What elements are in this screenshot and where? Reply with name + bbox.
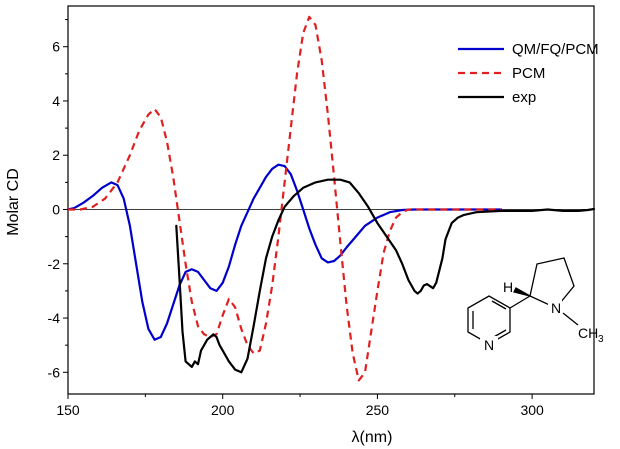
- x-tick-label: 150: [56, 402, 80, 418]
- methyl-label: CH: [578, 325, 598, 341]
- stereo-h-label: H: [503, 279, 513, 295]
- y-tick-label: 6: [52, 39, 60, 55]
- legend: QM/FQ/PCM PCM exp: [458, 41, 599, 106]
- y-tick-label: -6: [48, 364, 61, 380]
- y-tick-label: 0: [52, 201, 60, 217]
- y-tick-label: -4: [48, 310, 61, 326]
- series-layer: [66, 15, 596, 382]
- pyrrolidine-n-label: N: [551, 300, 561, 316]
- x-tick-label: 300: [520, 402, 544, 418]
- series-line-2: [175, 178, 596, 374]
- pyridine-double-bonds: [472, 300, 507, 339]
- legend-label-0: QM/FQ/PCM: [512, 41, 599, 58]
- wedge-bond: [513, 287, 531, 297]
- plot-frame: [67, 5, 595, 395]
- methyl-bond: [562, 312, 579, 326]
- x-axis-title: λ(nm): [352, 429, 393, 446]
- legend-label-1: PCM: [512, 65, 545, 82]
- legend-label-2: exp: [512, 89, 536, 106]
- y-axis-title: Molar CD: [5, 168, 22, 236]
- series-line-0: [66, 163, 503, 341]
- x-tick-label: 200: [211, 402, 235, 418]
- x-tick-label: 250: [366, 402, 390, 418]
- pyridine-n-label: N: [484, 337, 494, 353]
- y-tick-label: 4: [52, 93, 60, 109]
- y-tick-label: -2: [48, 256, 61, 272]
- axes: 150 200 250 300 -6 -4 -2 0 2 4 6: [48, 5, 595, 418]
- series-line-1: [68, 15, 502, 382]
- nicotine-labels: H N N CH 3: [480, 279, 604, 353]
- bridge-bond: [509, 295, 531, 309]
- y-tick-label: 2: [52, 147, 60, 163]
- methyl-subscript: 3: [598, 334, 604, 345]
